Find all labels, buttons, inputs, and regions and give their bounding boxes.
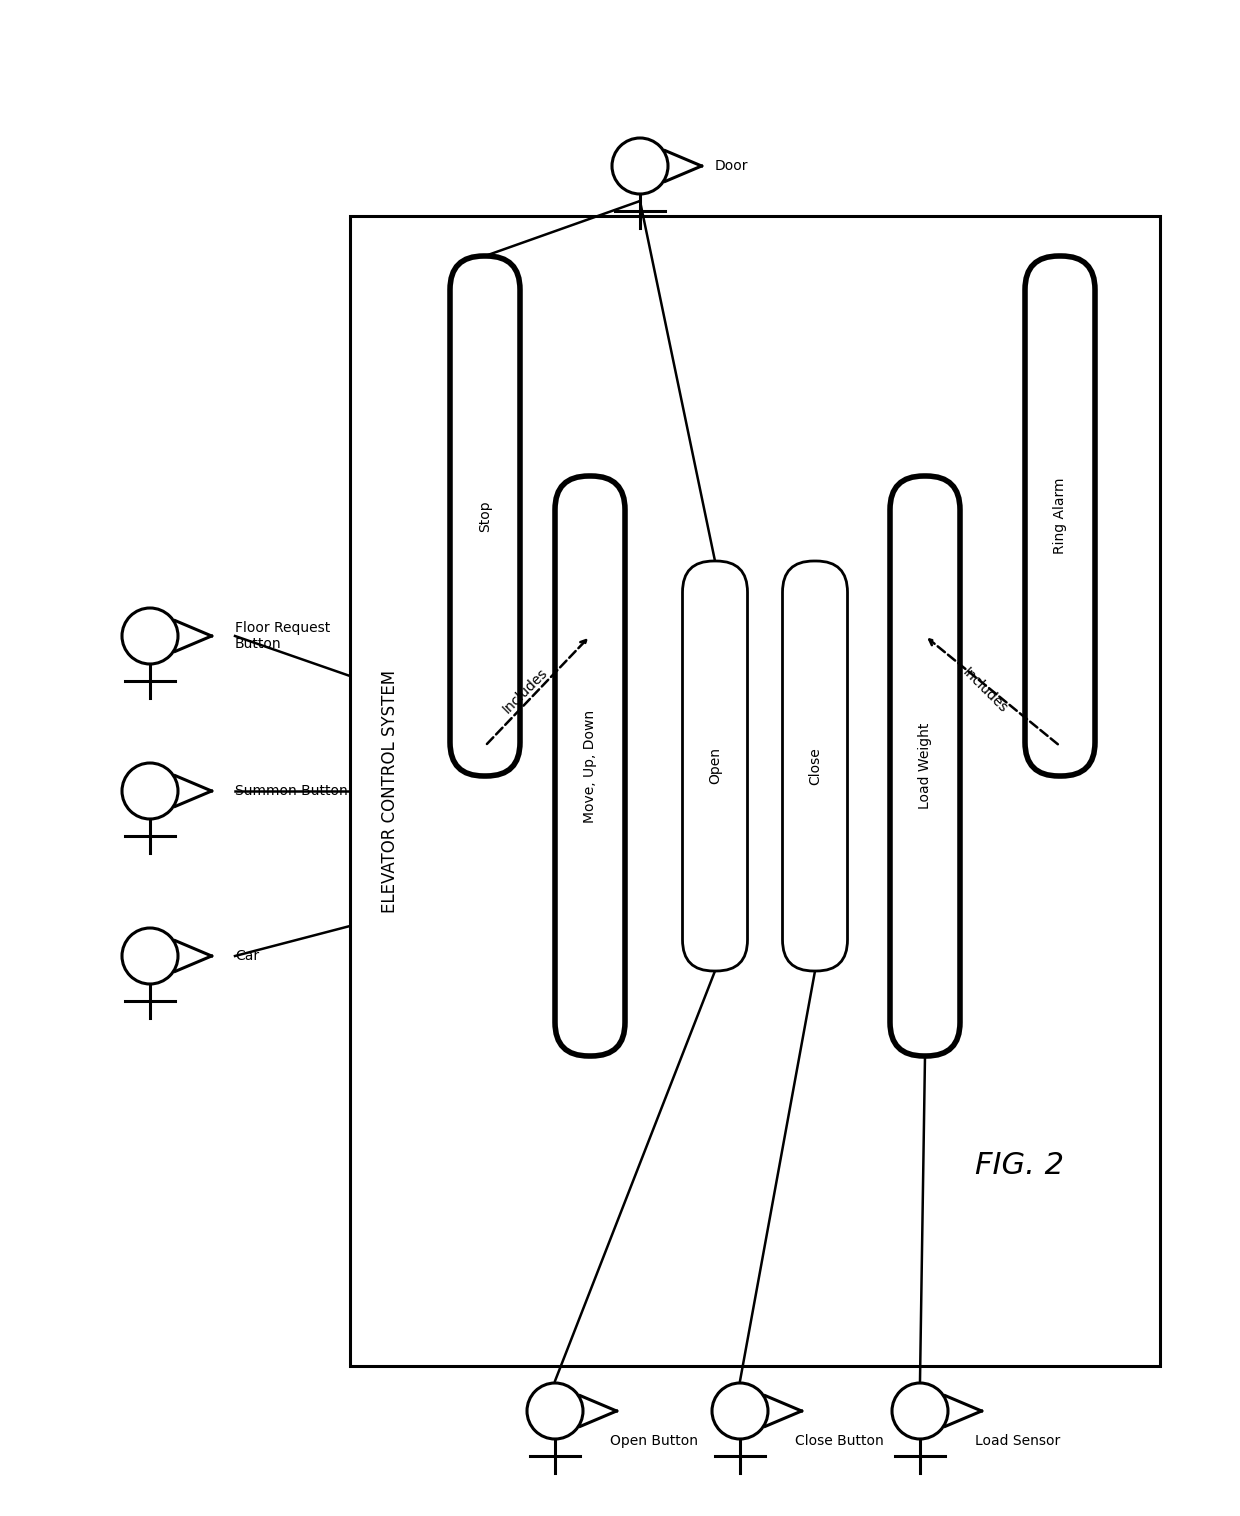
Text: FIG. 2: FIG. 2 bbox=[976, 1152, 1064, 1181]
Text: Open Button: Open Button bbox=[610, 1434, 698, 1448]
FancyBboxPatch shape bbox=[890, 476, 960, 1057]
Text: Summon Button: Summon Button bbox=[236, 784, 347, 797]
FancyBboxPatch shape bbox=[782, 561, 847, 972]
FancyBboxPatch shape bbox=[1025, 256, 1095, 776]
FancyBboxPatch shape bbox=[450, 256, 520, 776]
Text: Includes: Includes bbox=[960, 666, 1011, 716]
Text: Stop: Stop bbox=[477, 500, 492, 532]
Text: Car: Car bbox=[236, 949, 259, 963]
Text: Door: Door bbox=[715, 159, 749, 173]
Text: Move, Up, Down: Move, Up, Down bbox=[583, 709, 596, 823]
Text: Close: Close bbox=[808, 747, 822, 785]
FancyBboxPatch shape bbox=[682, 561, 748, 972]
Text: Close Button: Close Button bbox=[795, 1434, 884, 1448]
Text: ELEVATOR CONTROL SYSTEM: ELEVATOR CONTROL SYSTEM bbox=[381, 670, 399, 913]
Bar bbox=[350, 215, 1159, 1366]
FancyBboxPatch shape bbox=[556, 476, 625, 1057]
Text: Floor Request
Button: Floor Request Button bbox=[236, 622, 330, 650]
Text: Includes: Includes bbox=[500, 666, 551, 716]
Text: Open: Open bbox=[708, 747, 722, 784]
Text: Load Sensor: Load Sensor bbox=[975, 1434, 1060, 1448]
Text: Load Weight: Load Weight bbox=[918, 723, 932, 810]
Text: Ring Alarm: Ring Alarm bbox=[1053, 478, 1066, 555]
